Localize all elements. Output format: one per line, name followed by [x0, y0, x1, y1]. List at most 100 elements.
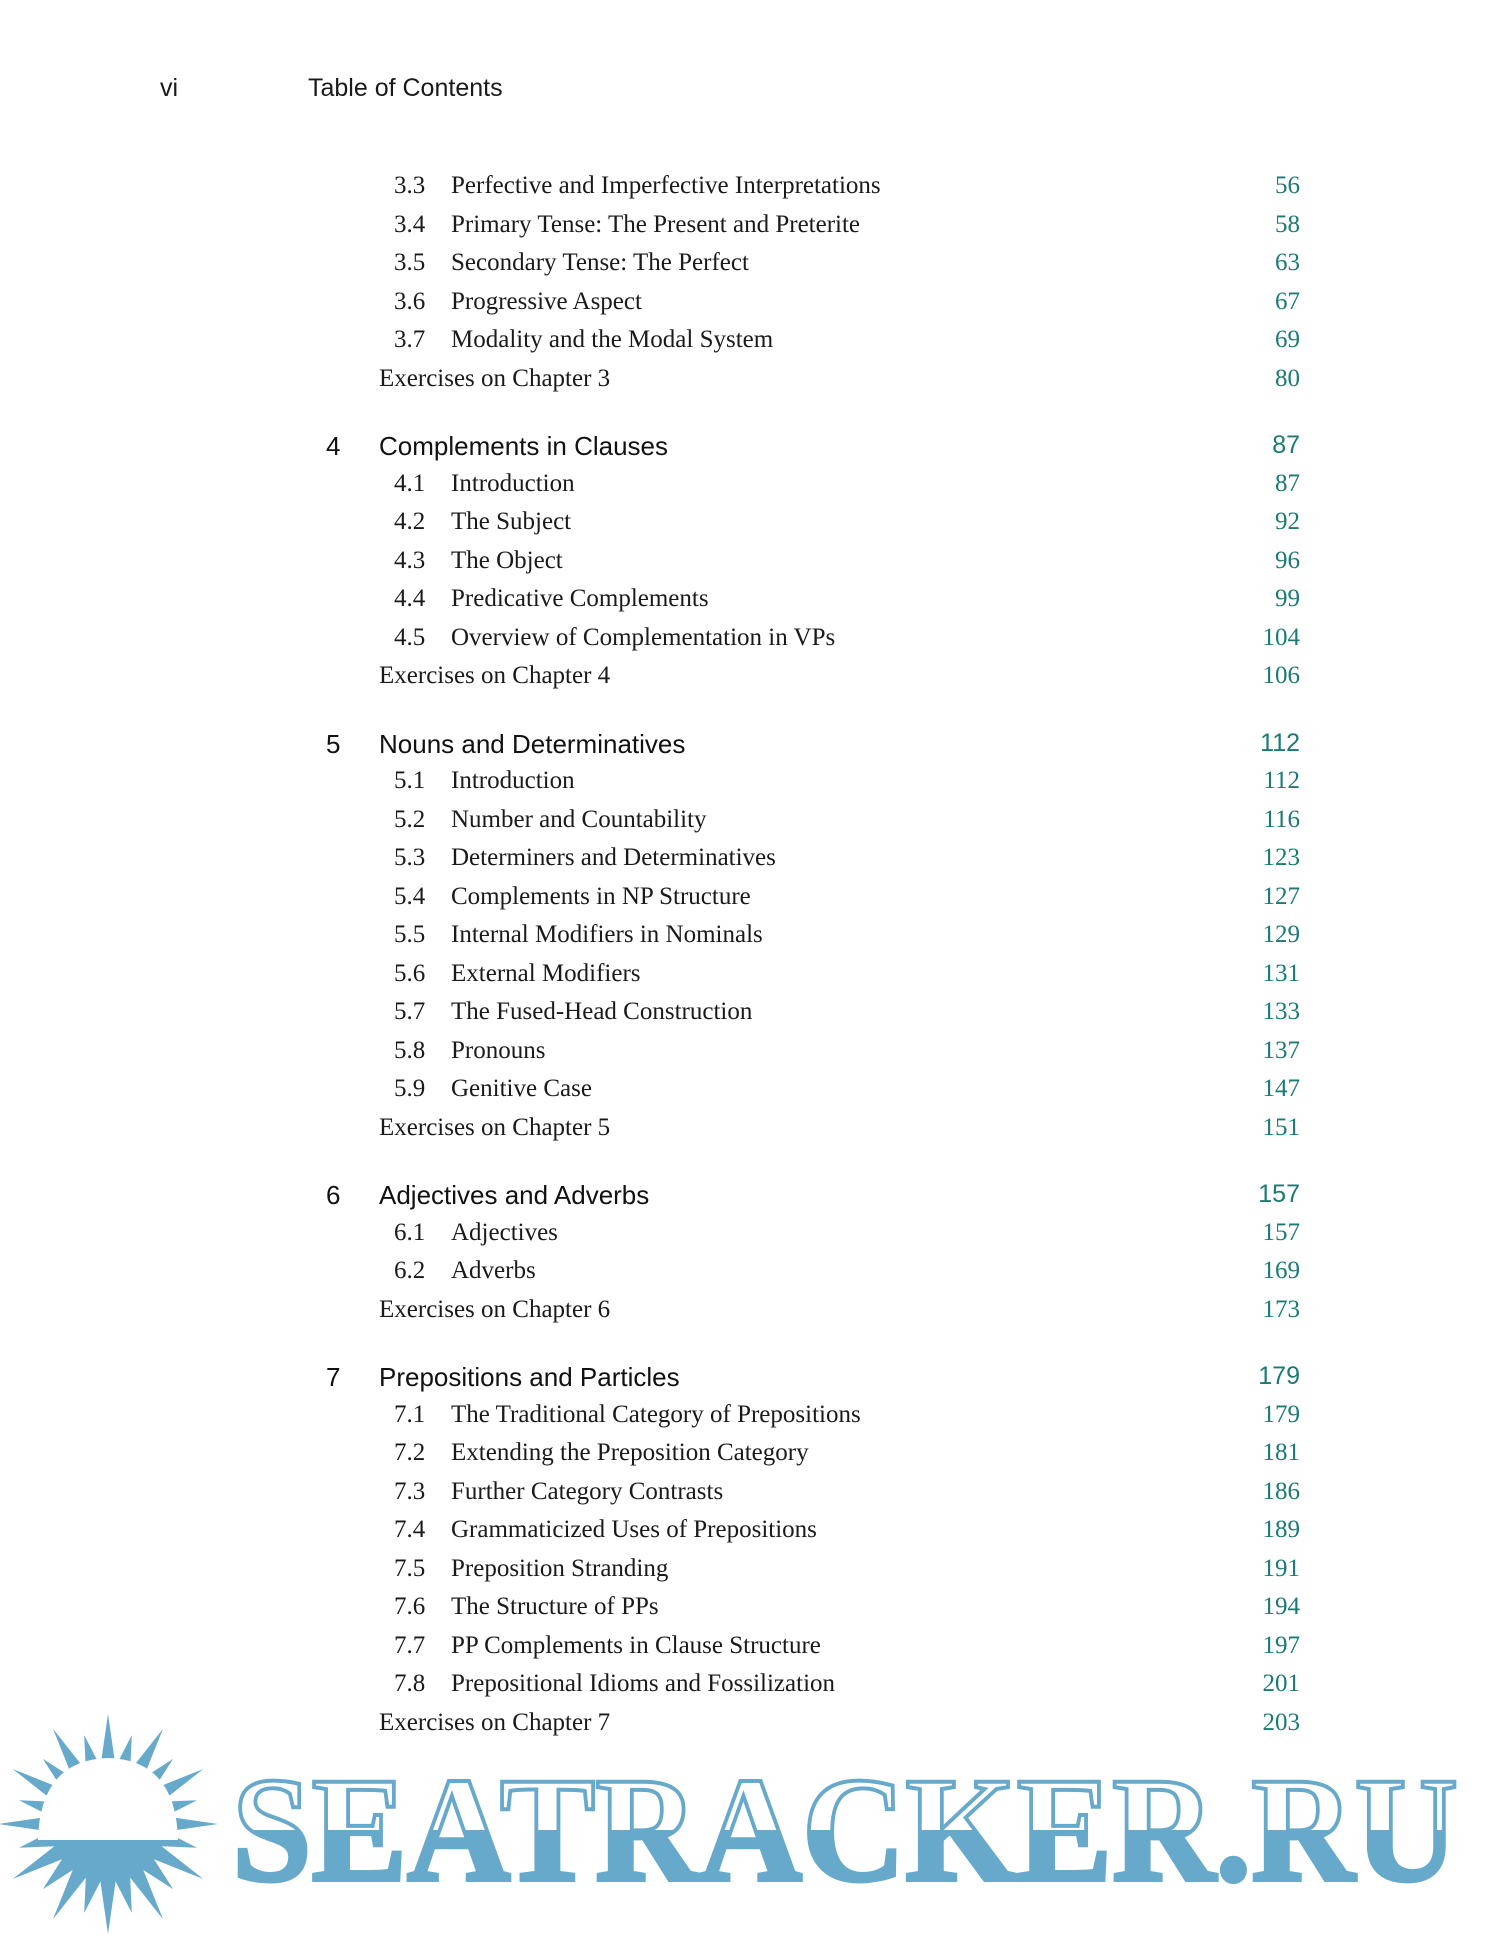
section-number: 3.5	[394, 249, 426, 276]
toc-chapter-entry[interactable]: 4 Complements in Clauses 87	[0, 431, 1489, 469]
page-number: 123	[1262, 844, 1301, 871]
section-number: 7.5	[394, 1554, 426, 1582]
toc-section-entry[interactable]: 5.3 Determiners and Determinatives 123	[0, 844, 1489, 882]
toc-chapter-entry[interactable]: 6 Adjectives and Adverbs 157	[0, 1180, 1489, 1218]
section-number: 5.2	[394, 805, 426, 833]
section-number: 7.4	[394, 1516, 426, 1543]
section-title: Secondary Tense: The Perfect	[451, 249, 749, 276]
section-number: 7.1	[394, 1400, 426, 1428]
toc-section-entry[interactable]: 4.5 Overview of Complementation in VPs 104	[0, 624, 1489, 662]
page-number: 191	[1262, 1554, 1301, 1582]
toc-section-entry[interactable]: 5.5 Internal Modifiers in Nominals 129	[0, 921, 1489, 959]
section-number: 5.5	[394, 921, 426, 948]
toc-exercises-entry[interactable]: Exercises on Chapter 5 151	[0, 1114, 1489, 1152]
toc-chapter-entry[interactable]: 7 Prepositions and Particles 179	[0, 1362, 1489, 1400]
section-title: Adverbs	[451, 1257, 536, 1284]
section-title: Determiners and Determinatives	[451, 844, 776, 871]
page-number: 99	[1275, 585, 1300, 612]
toc-section-entry[interactable]: 5.6 External Modifiers 131	[0, 960, 1489, 998]
toc-section-entry[interactable]: 5.9 Genitive Case 147	[0, 1075, 1489, 1113]
page-number: 129	[1262, 921, 1301, 948]
toc-section-entry[interactable]: 7.4 Grammaticized Uses of Prepositions 189	[0, 1516, 1489, 1554]
section-title: Preposition Stranding	[451, 1554, 669, 1582]
section-title: The Traditional Category of Prepositions	[451, 1400, 861, 1428]
exercises-title: Exercises on Chapter 3	[379, 364, 611, 392]
toc-section-entry[interactable]: 4.1 Introduction 87	[0, 470, 1489, 508]
toc-section-entry[interactable]: 3.5 Secondary Tense: The Perfect 63	[0, 249, 1489, 287]
page-number: 179	[1262, 1400, 1301, 1428]
toc-section-entry[interactable]: 5.2 Number and Countability 116	[0, 806, 1489, 844]
chapter-number: 6	[326, 1180, 341, 1210]
toc-section-entry[interactable]: 7.5 Preposition Stranding 191	[0, 1555, 1489, 1593]
toc-section-entry[interactable]: 7.6 The Structure of PPs 194	[0, 1593, 1489, 1631]
toc-section-entry[interactable]: 4.2 The Subject 92	[0, 508, 1489, 546]
section-number: 6.2	[394, 1257, 426, 1284]
watermark-text: SEATRACKER.RU	[232, 1747, 1458, 1913]
toc-section-entry[interactable]: 5.4 Complements in NP Structure 127	[0, 883, 1489, 921]
page-number: 131	[1262, 959, 1301, 987]
section-title: Pronouns	[451, 1036, 546, 1064]
section-number: 7.3	[394, 1477, 426, 1505]
toc-section-entry[interactable]: 5.1 Introduction 112	[0, 767, 1489, 805]
toc-exercises-entry[interactable]: Exercises on Chapter 4 106	[0, 662, 1489, 700]
section-number: 5.3	[394, 844, 426, 871]
toc-section-entry[interactable]: 3.7 Modality and the Modal System 69	[0, 326, 1489, 364]
toc-section-entry[interactable]: 7.8 Prepositional Idioms and Fossilizatio…	[0, 1670, 1489, 1708]
running-title: Table of Contents	[308, 74, 503, 102]
page-number: 169	[1262, 1257, 1301, 1284]
page-number: 67	[1275, 287, 1300, 315]
section-number: 5.8	[394, 1036, 426, 1064]
page-number: 197	[1262, 1631, 1301, 1659]
page-number: 127	[1262, 882, 1301, 910]
page-number: 80	[1275, 364, 1300, 392]
toc-exercises-entry[interactable]: Exercises on Chapter 3 80	[0, 365, 1489, 403]
toc-section-entry[interactable]: 5.8 Pronouns 137	[0, 1037, 1489, 1075]
section-title: The Structure of PPs	[451, 1593, 659, 1620]
page-number: 151	[1262, 1113, 1301, 1141]
page-number: 201	[1262, 1670, 1301, 1697]
watermark: SEATRACKER.RU	[0, 1714, 1460, 1934]
page-number: 87	[1272, 431, 1300, 459]
section-number: 3.4	[394, 210, 426, 238]
section-number: 7.2	[394, 1439, 426, 1466]
toc-section-entry[interactable]: 5.7 The Fused-Head Construction 133	[0, 998, 1489, 1036]
toc-section-entry[interactable]: 4.3 The Object 96	[0, 547, 1489, 585]
chapter-number: 4	[326, 431, 341, 461]
toc-section-entry[interactable]: 7.1 The Traditional Category of Prepositi…	[0, 1401, 1489, 1439]
section-number: 4.4	[394, 585, 426, 612]
section-number: 5.7	[394, 998, 426, 1025]
toc-section-entry[interactable]: 6.2 Adverbs 169	[0, 1257, 1489, 1295]
section-title: Modality and the Modal System	[451, 326, 774, 353]
section-title: Further Category Contrasts	[451, 1477, 724, 1505]
page-number: 106	[1262, 662, 1301, 689]
page-number: 56	[1275, 172, 1300, 199]
sun-icon	[0, 1714, 218, 1934]
page-number: 112	[1263, 767, 1300, 794]
toc-section-entry[interactable]: 6.1 Adjectives 157	[0, 1219, 1489, 1257]
page-number: 58	[1275, 210, 1300, 238]
section-title: The Fused-Head Construction	[451, 998, 753, 1025]
toc-section-entry[interactable]: 3.4 Primary Tense: The Present and Preter…	[0, 211, 1489, 249]
page-number: 92	[1275, 508, 1300, 535]
section-title: Genitive Case	[451, 1075, 592, 1102]
toc-exercises-entry[interactable]: Exercises on Chapter 6 173	[0, 1296, 1489, 1334]
page-number: 157	[1262, 1218, 1301, 1246]
page-number: 87	[1275, 469, 1300, 497]
toc-section-entry[interactable]: 7.3 Further Category Contrasts 186	[0, 1478, 1489, 1516]
toc-section-entry[interactable]: 7.7 PP Complements in Clause Structure 197	[0, 1632, 1489, 1670]
toc-section-entry[interactable]: 3.6 Progressive Aspect 67	[0, 288, 1489, 326]
page-number: 112	[1260, 728, 1300, 757]
section-title: Extending the Preposition Category	[451, 1439, 809, 1466]
section-title: Prepositional Idioms and Fossilization	[451, 1670, 836, 1697]
section-number: 4.5	[394, 623, 426, 651]
toc-section-entry[interactable]: 7.2 Extending the Preposition Category 181	[0, 1439, 1489, 1477]
page-number: 157	[1258, 1180, 1300, 1208]
chapter-title: Adjectives and Adverbs	[379, 1180, 650, 1210]
toc-chapter-entry[interactable]: 5 Nouns and Determinatives 112	[0, 729, 1489, 767]
toc-section-entry[interactable]: 4.4 Predicative Complements 99	[0, 585, 1489, 623]
section-number: 4.3	[394, 546, 426, 574]
section-title: Perfective and Imperfective Interpretati…	[451, 172, 881, 199]
section-title: Introduction	[451, 469, 575, 497]
toc-exercises-entry[interactable]: Exercises on Chapter 7 203	[0, 1709, 1489, 1747]
toc-section-entry[interactable]: 3.3 Perfective and Imperfective Interpret…	[0, 172, 1489, 210]
